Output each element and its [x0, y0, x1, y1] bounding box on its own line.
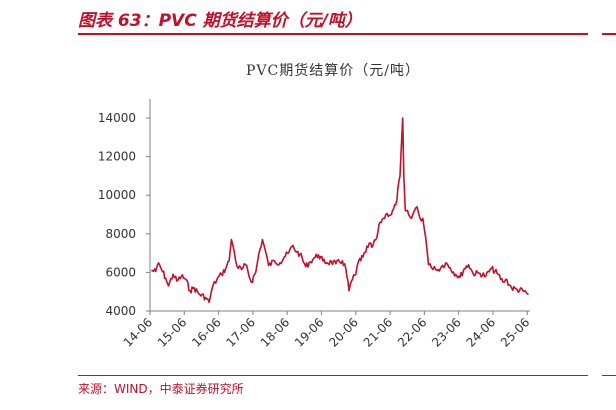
- y-tick-label: 12000: [98, 150, 136, 164]
- right-edge-rule-bottom: [602, 375, 616, 376]
- x-tick-label: 25-06: [498, 315, 533, 350]
- x-tick-label: 21-06: [361, 315, 396, 350]
- figure-header: 图表 63：PVC 期货结算价（元/吨）: [0, 0, 588, 35]
- title-rule: [78, 33, 588, 35]
- series-line-0: [151, 117, 530, 304]
- right-edge-rule: [602, 33, 616, 35]
- y-tick-label: 4000: [105, 304, 136, 318]
- x-tick-label: 22-06: [395, 315, 430, 350]
- x-tick-label: 23-06: [429, 315, 464, 350]
- x-tick-label: 14-06: [121, 315, 156, 350]
- figure-title: 图表 63：PVC 期货结算价（元/吨）: [78, 11, 362, 31]
- y-tick-label: 8000: [105, 227, 136, 241]
- x-tick-label: 24-06: [464, 315, 499, 350]
- chart-title: PVC期货结算价（元/吨）: [246, 63, 420, 79]
- y-tick-label: 6000: [105, 265, 136, 279]
- x-tick-label: 19-06: [292, 315, 327, 350]
- x-tick-label: 18-06: [258, 315, 293, 350]
- y-tick-label: 14000: [98, 111, 136, 125]
- x-tick-label: 17-06: [223, 315, 258, 350]
- source-rule: [78, 375, 588, 376]
- source-note: 来源：WIND，中泰证券研究所: [78, 382, 244, 396]
- y-tick-label: 10000: [98, 188, 136, 202]
- chart-area: PVC期货结算价（元/吨） 4000 6000 8000 10000 12000 1400…: [78, 40, 588, 370]
- x-tick-label: 16-06: [189, 315, 224, 350]
- x-tick-label: 15-06: [155, 315, 190, 350]
- x-tick-label: 20-06: [326, 315, 361, 350]
- line-chart: 4000 6000 8000 10000 12000 14000 14-06 15-06 16-…: [98, 99, 533, 350]
